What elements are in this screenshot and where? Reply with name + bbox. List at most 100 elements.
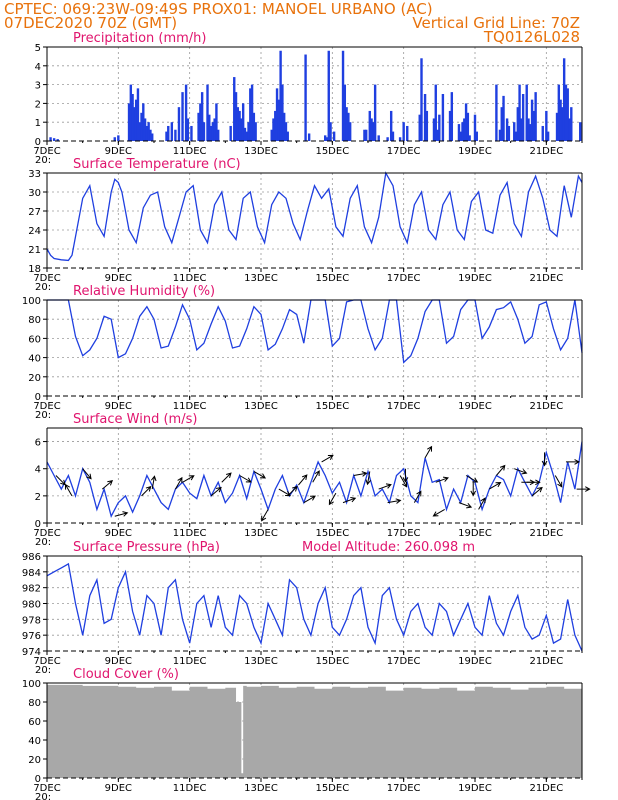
wind-arrow: [278, 488, 291, 497]
precip-bar: [200, 92, 204, 141]
y-tick-label: 2: [35, 99, 41, 110]
wind-arrow: [298, 474, 308, 486]
x-tick-label: 15DEC: [315, 656, 349, 667]
x-tick-label: 7DEC: [33, 783, 60, 794]
wind-arrow: [478, 497, 486, 510]
precip-bar: [521, 94, 525, 141]
precip-bar: [505, 118, 509, 141]
precip-bar: [284, 122, 288, 141]
wind-arrow: [287, 485, 298, 497]
precip-bar: [197, 112, 200, 141]
panel-2: 0 20 40 60 80 100 7DEC 9DEC 11DEC 13DEC 15DEC 17DEC…: [22, 284, 583, 421]
precip-bar: [281, 84, 284, 141]
precip-bar: [138, 122, 141, 141]
y-tick-label: 982: [22, 584, 41, 595]
precip-bar: [236, 107, 240, 141]
y-tick-label: 20: [28, 373, 41, 384]
precip-bar: [459, 131, 462, 141]
precip-bar: [562, 58, 566, 141]
wind-arrow: [458, 502, 473, 509]
x-tick-label: 21DEC: [529, 656, 563, 667]
precip-bar: [272, 118, 275, 141]
precip-bar: [391, 131, 395, 141]
y-tick-label: 1: [35, 118, 41, 129]
wind-arrow: [496, 464, 506, 476]
precip-bar: [377, 135, 380, 141]
precip-bar: [525, 84, 528, 141]
wind-arrow: [261, 509, 269, 522]
precip-bar: [463, 118, 466, 141]
precip-bar: [468, 135, 471, 141]
precip-bar: [136, 88, 140, 141]
precip-bar: [184, 84, 188, 141]
precip-bar: [345, 107, 348, 141]
y-tick-label: 976: [22, 631, 41, 642]
precip-bar: [475, 131, 478, 141]
panel-title: Relative Humidity (%): [73, 284, 215, 299]
wind-arrow: [55, 475, 66, 486]
wind-arrow: [576, 486, 591, 492]
panel-0: 0 1 2 3 4 5 7DEC 9DEC 11DEC 13DEC 15DEC 17DEC 19DEC 2…: [33, 31, 583, 166]
precip-bar: [546, 131, 550, 141]
precip-bar: [52, 138, 56, 141]
precip-bar: [448, 110, 452, 141]
precip-bar: [327, 50, 330, 142]
panel-5: 0 20 40 60 80 100 7DEC 9DEC 11DEC 13DEC 15DEC 17DEC…: [22, 667, 583, 800]
wind-arrow: [150, 475, 157, 490]
y-tick-label: 4: [35, 465, 41, 476]
precip-bar: [241, 103, 245, 141]
series-line: [46, 441, 583, 518]
precip-bar: [518, 84, 521, 141]
wind-arrow: [64, 483, 73, 497]
precip-bar: [418, 114, 421, 141]
y-tick-label: 33: [28, 169, 41, 180]
wind-arrow: [531, 486, 543, 497]
y-tick-label: 40: [28, 354, 41, 365]
x-tick-label: 13DEC: [244, 783, 278, 794]
x-tick-label: 13DEC: [244, 273, 278, 284]
wind-arrow: [221, 472, 232, 483]
precip-bar: [243, 127, 247, 141]
panel-title: Surface Wind (m/s): [73, 412, 197, 427]
wind-arrow: [541, 452, 548, 467]
x-tick-label: 19DEC: [458, 656, 492, 667]
precip-bar: [534, 92, 537, 141]
precip-bar: [498, 129, 502, 141]
x-tick-label: 9DEC: [105, 528, 132, 539]
precip-bar: [579, 122, 582, 141]
precip-bar: [117, 135, 120, 141]
panels-group: 0 1 2 3 4 5 7DEC 9DEC 11DEC 13DEC 15DEC 17DEC 19DEC 2…: [22, 31, 591, 800]
x-tick-label: 9DEC: [105, 783, 132, 794]
x-tick-label: 19DEC: [458, 783, 492, 794]
wind-arrow: [141, 485, 152, 497]
precip-bar: [252, 112, 256, 141]
y-tick-label: 0: [35, 392, 41, 403]
y-tick-label: 60: [28, 717, 41, 728]
precip-bar: [386, 137, 389, 141]
header-line-2-right: Vertical Grid Line: 70Z: [412, 14, 580, 32]
precip-bar: [332, 131, 336, 141]
x-tick-label: 21DEC: [529, 273, 563, 284]
precip-bar: [274, 110, 277, 141]
precip-bar: [131, 94, 134, 141]
precip-bar: [438, 114, 441, 141]
x-tick-label: 19DEC: [458, 146, 492, 157]
precip-bar: [167, 125, 170, 141]
wind-arrow: [312, 470, 320, 483]
series-line: [47, 299, 583, 364]
wind-arrow: [413, 490, 422, 503]
x-tick-label: 9DEC: [105, 656, 132, 667]
panel-title: Cloud Cover (%): [73, 667, 179, 682]
precip-bar: [286, 131, 289, 141]
precip-bar: [473, 114, 477, 141]
x-tick-label: 15DEC: [315, 146, 349, 157]
series-line: [46, 562, 583, 652]
wind-arrow: [514, 468, 528, 475]
precip-bar: [441, 94, 445, 141]
precip-bar: [557, 84, 561, 141]
precip-bar: [402, 122, 405, 141]
y-tick-label: 978: [22, 615, 41, 626]
precip-bar: [341, 50, 345, 142]
precip-bar: [434, 84, 437, 141]
precip-bar: [129, 84, 133, 141]
